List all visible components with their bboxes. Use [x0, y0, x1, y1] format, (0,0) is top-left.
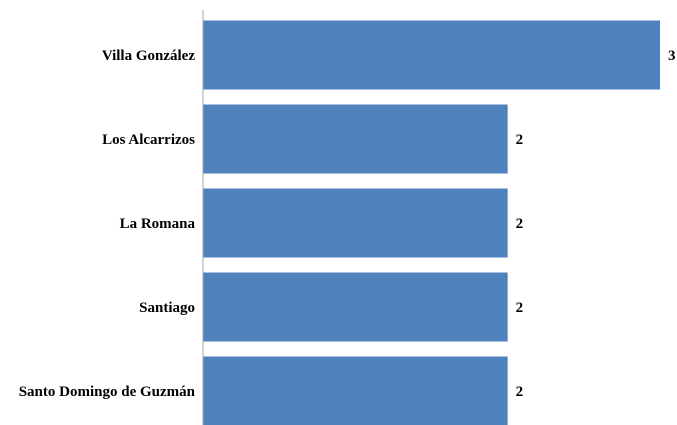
bar-1 — [203, 104, 508, 174]
value-label-4: 2 — [516, 384, 524, 400]
category-label-2: La Romana — [120, 216, 196, 232]
bar-2 — [203, 188, 508, 258]
category-label-4: Santo Domingo de Guzmán — [19, 384, 196, 400]
bar-3 — [203, 272, 508, 342]
value-label-0: 3 — [668, 48, 676, 64]
category-label-0: Villa González — [102, 48, 196, 64]
category-label-1: Los Alcarrizos — [102, 132, 195, 148]
value-label-2: 2 — [516, 216, 524, 232]
value-label-3: 2 — [516, 300, 524, 316]
bar-0 — [203, 20, 660, 90]
category-labels: Villa González Los Alcarrizos La Romana San… — [19, 48, 196, 400]
bar-4 — [203, 356, 508, 425]
value-label-1: 2 — [516, 132, 524, 148]
category-label-3: Santiago — [139, 300, 195, 316]
value-labels: 3 2 2 2 2 — [516, 48, 676, 400]
bars-group — [203, 20, 660, 425]
